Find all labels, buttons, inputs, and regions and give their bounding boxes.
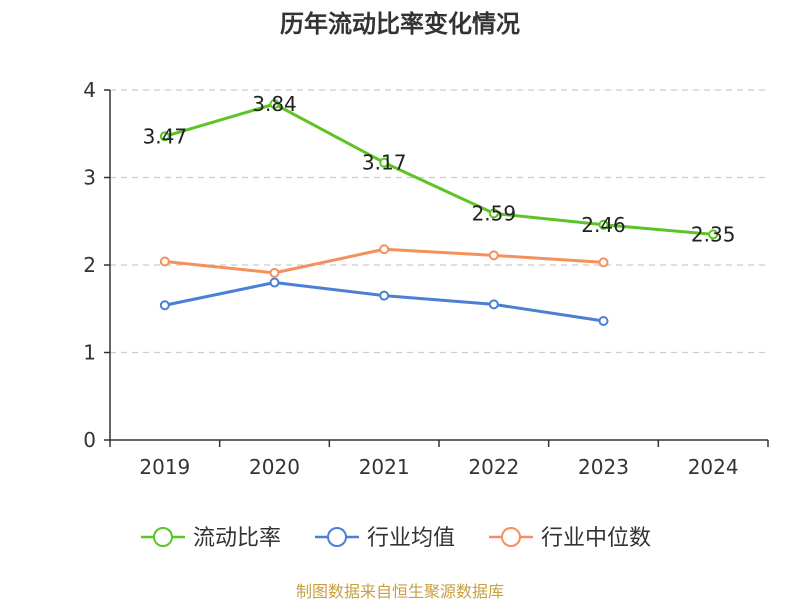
y-tick-label: 0 [83, 428, 96, 452]
data-label: 3.84 [252, 92, 297, 116]
y-tick-label: 1 [83, 341, 96, 365]
legend-marker-icon [153, 527, 173, 547]
legend-marker-icon [501, 527, 521, 547]
data-label: 2.46 [581, 213, 626, 237]
legend-item-label[interactable]: 行业中位数 [541, 526, 651, 551]
data-point-series-0[interactable] [269, 99, 280, 109]
data-point-series-1[interactable] [488, 299, 499, 310]
data-label: 2.59 [472, 201, 517, 225]
data-label: 2.35 [691, 222, 736, 246]
x-tick-label: 2021 [359, 455, 410, 479]
chart-title: 历年流动比率变化情况 [280, 10, 520, 38]
data-point-series-0[interactable] [488, 208, 499, 219]
legend-item-label[interactable]: 流动比率 [193, 526, 281, 551]
data-point-series-2[interactable] [159, 256, 170, 267]
y-tick-label: 3 [83, 166, 96, 190]
data-source-note: 制图数据来自恒生聚源数据库 [295, 582, 504, 601]
data-point-series-0[interactable] [379, 157, 390, 168]
series-line-1 [164, 281, 604, 323]
y-tick-label: 2 [83, 253, 96, 277]
x-tick-label: 2023 [578, 455, 629, 479]
x-tick-label: 2020 [249, 455, 300, 479]
legend-item-label[interactable]: 行业均值 [367, 526, 455, 551]
series-line-0 [164, 102, 714, 236]
data-point-series-1[interactable] [598, 316, 609, 326]
x-tick-label: 2024 [688, 455, 739, 479]
data-point-series-1[interactable] [379, 290, 390, 301]
data-point-series-2[interactable] [598, 257, 609, 268]
data-point-series-0[interactable] [708, 229, 719, 240]
data-label: 3.47 [143, 124, 188, 148]
legend-marker-icon [327, 527, 347, 547]
data-point-series-1[interactable] [159, 300, 170, 311]
y-tick-label: 4 [83, 78, 96, 102]
data-point-series-2[interactable] [488, 250, 499, 261]
data-point-series-2[interactable] [379, 244, 390, 255]
data-point-series-0[interactable] [598, 219, 609, 230]
x-tick-label: 2022 [468, 455, 519, 479]
x-tick-label: 2019 [139, 455, 190, 479]
data-point-series-2[interactable] [269, 267, 280, 278]
data-point-series-1[interactable] [269, 277, 280, 288]
data-label: 3.17 [362, 151, 407, 175]
data-point-series-0[interactable] [159, 131, 170, 142]
